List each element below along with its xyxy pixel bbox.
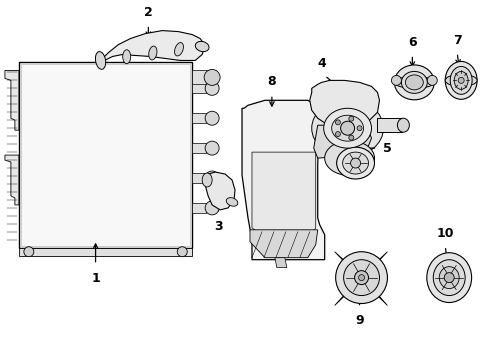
Ellipse shape [226, 198, 238, 206]
Ellipse shape [174, 42, 183, 56]
Ellipse shape [394, 65, 434, 100]
Polygon shape [314, 125, 371, 158]
Text: 6: 6 [408, 36, 416, 49]
Polygon shape [335, 252, 366, 282]
Ellipse shape [196, 41, 209, 51]
Ellipse shape [450, 67, 472, 94]
Polygon shape [5, 71, 19, 130]
Ellipse shape [405, 75, 423, 90]
Bar [192, 71, 208, 84]
Ellipse shape [445, 62, 477, 99]
Text: 8: 8 [268, 75, 276, 88]
Circle shape [458, 77, 464, 84]
Circle shape [177, 247, 187, 257]
Bar [192, 113, 206, 123]
Circle shape [205, 111, 219, 125]
Polygon shape [357, 273, 388, 306]
Circle shape [427, 75, 437, 85]
Circle shape [444, 273, 454, 283]
Circle shape [359, 275, 365, 280]
Circle shape [204, 69, 220, 85]
Ellipse shape [202, 173, 212, 187]
Polygon shape [19, 248, 192, 256]
Ellipse shape [433, 260, 465, 296]
Circle shape [336, 120, 341, 125]
Circle shape [336, 252, 388, 303]
Circle shape [392, 75, 401, 85]
Bar [192, 143, 206, 153]
Ellipse shape [439, 267, 459, 289]
Bar [377, 118, 402, 132]
Circle shape [341, 121, 355, 135]
Text: 3: 3 [214, 220, 222, 233]
Text: 10: 10 [437, 227, 454, 240]
Polygon shape [357, 252, 388, 282]
Text: 7: 7 [453, 33, 462, 46]
Ellipse shape [397, 118, 409, 132]
Circle shape [349, 135, 354, 140]
Polygon shape [205, 172, 235, 210]
Text: 4: 4 [318, 58, 326, 71]
Ellipse shape [332, 115, 364, 141]
Ellipse shape [312, 99, 384, 157]
Ellipse shape [445, 75, 477, 86]
Circle shape [355, 271, 368, 285]
Polygon shape [310, 80, 379, 128]
Polygon shape [252, 152, 316, 240]
Bar [192, 203, 206, 213]
Ellipse shape [325, 141, 374, 176]
Circle shape [205, 141, 219, 155]
Bar [192, 173, 206, 183]
Ellipse shape [394, 76, 434, 88]
Polygon shape [5, 155, 19, 205]
Bar [19, 62, 192, 248]
Ellipse shape [96, 51, 106, 69]
Text: 5: 5 [384, 141, 392, 155]
Text: 2: 2 [144, 6, 153, 19]
Ellipse shape [149, 46, 157, 60]
Circle shape [357, 126, 362, 131]
Circle shape [205, 81, 219, 95]
Polygon shape [100, 31, 205, 62]
Circle shape [343, 260, 379, 296]
Ellipse shape [324, 108, 371, 148]
Polygon shape [242, 100, 325, 260]
Polygon shape [250, 230, 318, 258]
Bar [192, 84, 206, 93]
Circle shape [205, 171, 219, 185]
Ellipse shape [337, 147, 374, 179]
Circle shape [336, 131, 341, 136]
Ellipse shape [343, 152, 368, 174]
Polygon shape [275, 258, 287, 268]
Ellipse shape [401, 71, 427, 93]
Text: 1: 1 [91, 272, 100, 285]
Circle shape [24, 247, 34, 257]
Text: 9: 9 [355, 315, 364, 328]
Ellipse shape [122, 50, 131, 64]
Polygon shape [335, 273, 366, 306]
Circle shape [350, 158, 361, 168]
Circle shape [349, 116, 354, 121]
Ellipse shape [427, 253, 471, 302]
Circle shape [205, 201, 219, 215]
Bar [21, 64, 190, 246]
Ellipse shape [454, 71, 468, 89]
